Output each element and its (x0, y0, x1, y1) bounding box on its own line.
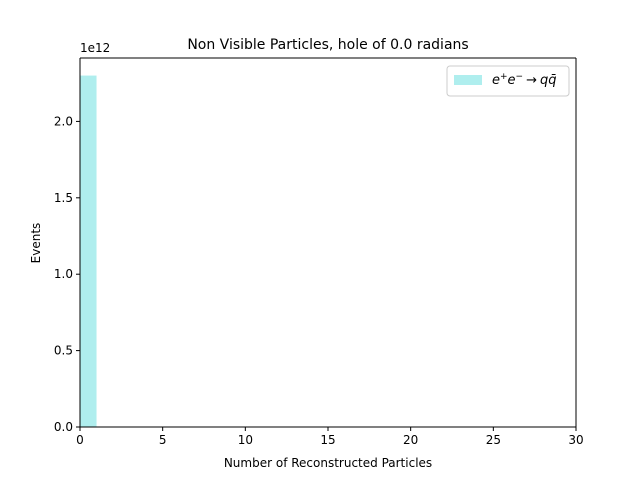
y-tick-label: 0.5 (54, 344, 73, 358)
x-ticks: 0 5 10 15 20 25 30 (76, 427, 584, 447)
legend-label-plus: + (500, 72, 508, 82)
legend-swatch (454, 75, 482, 85)
legend-label-e2: e (508, 73, 516, 88)
x-tick-label: 10 (238, 433, 253, 447)
y-tick-label: 0.0 (54, 420, 73, 434)
x-tick-label: 5 (159, 433, 167, 447)
legend-label: e+e− → qq̄ (492, 72, 557, 88)
legend-label-qbar: q̄ (548, 73, 556, 88)
y-tick-label: 2.0 (54, 114, 73, 128)
y-tick-label: 1.5 (54, 191, 73, 205)
y-ticks: 0.0 0.5 1.0 1.5 2.0 (54, 114, 80, 434)
legend-label-arrow: → (526, 73, 537, 88)
legend-label-e: e (492, 73, 500, 88)
y-axis-label: Events (29, 223, 43, 264)
legend-box (446, 65, 570, 97)
histogram-bar-0-0 (80, 75, 97, 428)
x-tick-label: 30 (568, 433, 583, 447)
legend-label-q: q (540, 73, 548, 88)
legend-label-minus: − (516, 72, 524, 82)
x-axis-label: Number of Reconstructed Particles (224, 456, 432, 470)
chart-title: Non Visible Particles, hole of 0.0 radia… (187, 37, 468, 53)
legend: e+e− → qq̄ (446, 65, 570, 97)
x-tick-label: 0 (76, 433, 84, 447)
bars-layer (80, 75, 97, 428)
y-tick-label: 1.0 (54, 267, 73, 281)
x-tick-label: 15 (320, 433, 335, 447)
x-tick-label: 20 (403, 433, 418, 447)
y-offset-label: 1e12 (80, 41, 110, 55)
x-tick-label: 25 (486, 433, 501, 447)
